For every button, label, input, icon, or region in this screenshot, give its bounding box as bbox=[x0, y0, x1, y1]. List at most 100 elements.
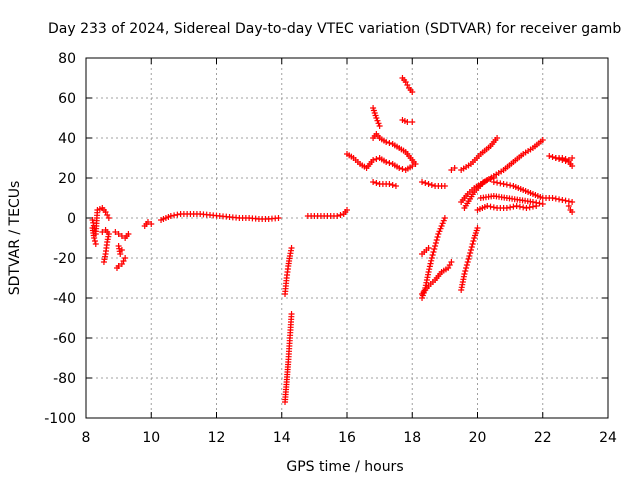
y-tick-label: -60 bbox=[53, 331, 76, 347]
data-point bbox=[565, 157, 572, 163]
data-point bbox=[533, 199, 540, 206]
data-point bbox=[468, 244, 475, 250]
y-axis-label: SDTVAR / TECUs bbox=[7, 181, 23, 296]
data-point bbox=[536, 200, 543, 207]
data-point bbox=[288, 245, 295, 251]
data-point bbox=[374, 117, 381, 124]
data-point bbox=[91, 238, 98, 244]
data-point bbox=[484, 203, 491, 209]
data-point bbox=[275, 215, 282, 221]
data-point bbox=[122, 255, 129, 261]
data-point bbox=[513, 203, 520, 209]
data-point bbox=[386, 140, 393, 146]
data-point bbox=[497, 180, 504, 187]
data-point bbox=[422, 180, 429, 186]
data-point bbox=[437, 225, 444, 232]
axis-ticks: 8 10 12 14 16 18 20 22 24 -100 -80 -60 -40 -20 0 20 40 60… bbox=[44, 51, 617, 446]
data-point bbox=[470, 238, 477, 244]
y-tick-label: -40 bbox=[53, 291, 76, 307]
data-point bbox=[91, 235, 98, 241]
data-point bbox=[569, 163, 576, 169]
data-point bbox=[396, 165, 403, 171]
data-point bbox=[427, 260, 434, 267]
y-tick-label: -80 bbox=[53, 371, 76, 387]
data-point bbox=[288, 311, 295, 317]
data-point bbox=[448, 167, 455, 173]
data-point bbox=[438, 223, 445, 229]
data-point bbox=[389, 182, 396, 188]
data-point bbox=[92, 241, 99, 247]
data-point bbox=[373, 115, 380, 121]
data-point bbox=[428, 182, 435, 188]
data-point bbox=[526, 204, 533, 211]
data-point bbox=[439, 220, 446, 227]
data-point bbox=[419, 179, 426, 185]
data-point bbox=[115, 231, 122, 237]
data-point bbox=[464, 259, 471, 265]
data-point bbox=[436, 228, 443, 235]
data-point bbox=[409, 89, 416, 95]
data-point bbox=[167, 213, 174, 219]
data-point bbox=[409, 163, 416, 169]
data-point bbox=[425, 181, 432, 187]
data-point bbox=[429, 252, 436, 258]
x-tick-label: 18 bbox=[403, 430, 421, 446]
data-point bbox=[117, 251, 124, 257]
y-tick-label: -100 bbox=[44, 411, 76, 427]
data-point bbox=[144, 219, 151, 225]
data-point bbox=[344, 207, 350, 213]
data-point bbox=[373, 156, 380, 162]
data-point bbox=[392, 183, 399, 189]
data-point bbox=[433, 237, 440, 243]
data-point bbox=[494, 179, 501, 186]
y-tick-label: 0 bbox=[67, 211, 76, 227]
data-point bbox=[100, 259, 107, 265]
data-point bbox=[171, 212, 178, 219]
data-point bbox=[507, 182, 514, 189]
data-point bbox=[370, 157, 377, 163]
data-point bbox=[559, 197, 566, 203]
data-point bbox=[539, 137, 546, 143]
data-point bbox=[503, 181, 510, 188]
data-point bbox=[370, 179, 377, 185]
data-point bbox=[569, 209, 576, 215]
data-point bbox=[425, 245, 432, 251]
y-tick-label: 40 bbox=[58, 131, 76, 147]
data-point bbox=[386, 160, 393, 166]
data-point bbox=[105, 215, 112, 221]
x-tick-label: 8 bbox=[82, 430, 91, 446]
data-point bbox=[399, 166, 406, 172]
data-point bbox=[428, 257, 435, 264]
data-point bbox=[569, 199, 576, 205]
y-tick-label: -20 bbox=[53, 251, 76, 267]
data-point bbox=[112, 229, 119, 235]
data-point bbox=[469, 241, 476, 247]
data-point bbox=[440, 217, 447, 224]
data-point bbox=[174, 211, 181, 218]
x-tick-label: 20 bbox=[469, 430, 487, 446]
data-point bbox=[546, 153, 553, 159]
x-tick-label: 14 bbox=[273, 430, 291, 446]
data-point bbox=[441, 183, 448, 189]
data-point bbox=[373, 180, 380, 186]
data-point bbox=[383, 139, 390, 145]
data-point bbox=[409, 119, 416, 125]
data-point bbox=[448, 259, 455, 265]
data-point bbox=[539, 201, 546, 207]
data-point bbox=[520, 204, 527, 211]
data-point bbox=[490, 204, 497, 211]
x-tick-label: 12 bbox=[208, 430, 226, 446]
data-point bbox=[435, 231, 442, 237]
data-point bbox=[148, 221, 155, 227]
data-point bbox=[115, 263, 122, 269]
data-point bbox=[432, 243, 439, 249]
data-point bbox=[337, 212, 344, 218]
data-point bbox=[375, 120, 382, 127]
x-tick-label: 10 bbox=[142, 430, 160, 446]
data-point bbox=[487, 203, 494, 210]
data-point bbox=[425, 269, 432, 275]
data-point bbox=[510, 203, 517, 210]
data-point bbox=[523, 205, 530, 211]
data-point bbox=[118, 247, 125, 253]
